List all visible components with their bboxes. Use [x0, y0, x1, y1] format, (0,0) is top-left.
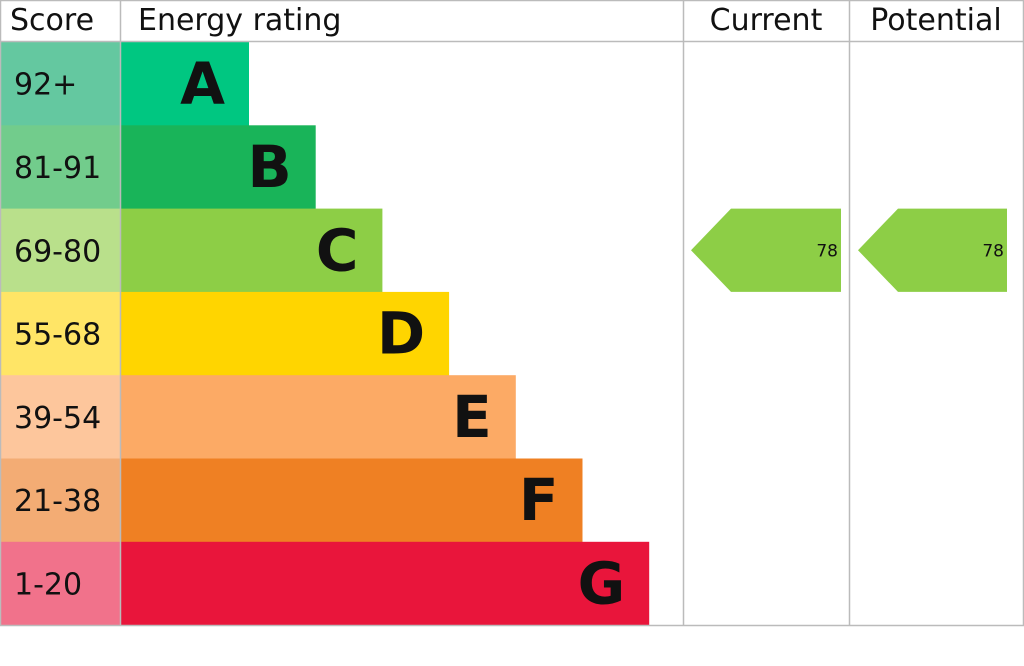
rating-letter-A: A [180, 50, 225, 118]
header-potential: Potential [870, 3, 1001, 38]
header-score: Score [10, 3, 94, 38]
score-cell-E [0, 375, 120, 459]
score-range-C: 69-80 [14, 234, 101, 269]
score-range-E: 39-54 [14, 401, 101, 436]
rating-bar-C [120, 208, 383, 293]
score-range-B: 81-91 [14, 151, 101, 186]
rating-bar-G [120, 541, 650, 626]
rating-bar-E [120, 375, 516, 459]
rating-bar-F [120, 458, 583, 543]
rating-bar-D [120, 291, 450, 376]
header-energy-rating: Energy rating [138, 3, 341, 38]
potential-rating-value: 78 [982, 241, 1004, 261]
score-range-G: 1-20 [14, 567, 82, 602]
score-range-A: 92+ [14, 68, 77, 103]
potential-rating-arrow [858, 208, 1007, 292]
rating-letter-C: C [316, 216, 359, 284]
score-cell-B [0, 125, 120, 210]
current-rating-arrow [691, 208, 841, 292]
header-current: Current [710, 3, 823, 38]
rating-letter-F: F [519, 466, 559, 534]
current-rating-value: 78 [816, 241, 838, 261]
score-cell-F [0, 458, 120, 543]
score-cell-C [0, 208, 120, 293]
score-cell-A [0, 42, 120, 126]
rating-letter-D: D [377, 300, 425, 368]
score-range-F: 21-38 [14, 484, 101, 519]
score-cell-G [0, 541, 120, 626]
rating-bar-A [120, 42, 249, 126]
rating-bar-B [120, 125, 316, 210]
rating-letter-G: G [578, 549, 626, 617]
rating-letter-B: B [247, 133, 291, 201]
rating-letter-E: E [452, 383, 492, 451]
score-range-D: 55-68 [14, 318, 101, 353]
score-cell-D [0, 291, 120, 376]
